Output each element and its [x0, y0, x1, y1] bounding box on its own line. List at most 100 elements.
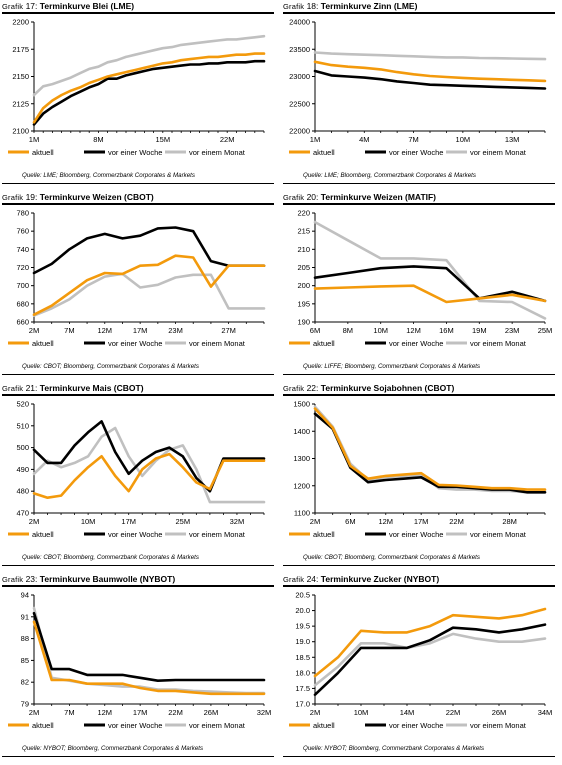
grafik-label: Grafik: [283, 384, 305, 393]
y-tick-label: 510: [16, 421, 29, 430]
x-tick-label: 12M: [97, 708, 112, 717]
x-tick-label: 6M: [310, 326, 320, 335]
grafik-label: Grafik: [2, 384, 24, 393]
series-line: [313, 265, 547, 303]
line-chart: 2100 2125 2150 2175 2200 1M 8M 15M 22M aktuell vor…: [8, 18, 266, 157]
y-tick-label: 660: [16, 318, 29, 327]
line-chart: 79 82 85 88 91 94 2M 7M 12M 17M 22M 26M 32M aktuell vo…: [8, 591, 272, 730]
source-note: Quelle: LIFFE; Bloomberg, Commerzbank Co…: [303, 363, 481, 370]
series-line: [32, 59, 266, 126]
y-tick-label: 2200: [12, 18, 29, 27]
series-line: [313, 220, 547, 320]
x-tick-label: 7M: [64, 708, 74, 717]
source-note: Quelle: LME; Bloomberg, Commerzbank Corp…: [22, 172, 195, 179]
legend-label: vor einem Monat: [470, 530, 527, 539]
series-line: [32, 420, 266, 493]
series-line: [313, 607, 547, 678]
series-line: [313, 412, 547, 494]
series-line: [32, 272, 266, 317]
x-tick-label: 2M: [310, 708, 320, 717]
y-tick-label: 1200: [293, 481, 310, 490]
x-tick-label: 16M: [439, 326, 454, 335]
y-tick-label: 195: [297, 299, 310, 308]
chart-title-text: Terminkurve Weizen (MATIF): [320, 192, 437, 202]
line-chart: 1100 1200 1300 1400 1500 2M 6M 12M 17M 22M 28M aktu…: [289, 400, 547, 539]
x-tick-label: 26M: [492, 708, 507, 717]
x-tick-label: 32M: [257, 708, 272, 717]
line-chart: 190 195 200 205 210 215 220 6M 8M 10M 12M 16M 19M 23M…: [289, 209, 552, 348]
grafik-number: 23:: [25, 574, 38, 584]
y-tick-label: 24000: [289, 18, 310, 27]
y-tick-label: 215: [297, 227, 310, 236]
y-tick-label: 480: [16, 487, 29, 496]
title-rule: [283, 203, 555, 205]
series-line: [32, 34, 266, 97]
legend-label: vor einer Woche: [389, 148, 443, 157]
chart-title-text: Terminkurve Zucker (NYBOT): [320, 574, 440, 584]
chart-title: Grafik 20: Terminkurve Weizen (MATIF): [283, 192, 436, 202]
source-note: Quelle: LME; Bloomberg, Commerzbank Corp…: [303, 172, 476, 179]
y-tick-label: 205: [297, 263, 310, 272]
x-tick-label: 1M: [29, 135, 39, 144]
line-chart: 660 680 700 720 740 760 780 2M 7M 12M 17M 23M 27M akt…: [8, 209, 266, 348]
y-tick-label: 19.5: [295, 622, 310, 631]
x-tick-label: 28M: [502, 517, 517, 526]
legend-label: aktuell: [313, 148, 335, 157]
x-tick-label: 27M: [221, 326, 236, 335]
legend-label: aktuell: [32, 530, 54, 539]
x-tick-label: 10M: [81, 517, 96, 526]
bottom-rule: [2, 565, 274, 566]
grafik-number: 20:: [306, 192, 319, 202]
chart-title: Grafik 19: Terminkurve Weizen (CBOT): [2, 192, 154, 202]
x-tick-label: 17M: [133, 708, 148, 717]
grafik-number: 17:: [25, 1, 38, 11]
source-note: Quelle: CBOT; Bloomberg, Commerzbank Cor…: [22, 554, 199, 561]
y-tick-label: 91: [21, 612, 29, 621]
y-tick-label: 2100: [12, 127, 29, 136]
grafik-number: 22:: [306, 383, 319, 393]
legend-label: aktuell: [32, 721, 54, 730]
series-line: [32, 52, 266, 124]
chart-title: Grafik 24: Terminkurve Zucker (NYBOT): [283, 574, 439, 584]
y-tick-label: 94: [21, 591, 29, 600]
y-tick-label: 22000: [289, 127, 310, 136]
legend-label: vor einem Monat: [189, 148, 246, 157]
y-tick-label: 200: [297, 281, 310, 290]
chart-title-text: Terminkurve Mais (CBOT): [39, 383, 144, 393]
y-tick-label: 2175: [12, 45, 29, 54]
y-tick-label: 700: [16, 281, 29, 290]
chart-title-text: Terminkurve Zinn (LME): [320, 1, 418, 11]
y-tick-label: 79: [21, 700, 29, 709]
chart-title: Grafik 17: Terminkurve Blei (LME): [2, 1, 134, 11]
x-tick-label: 14M: [400, 708, 415, 717]
x-tick-label: 7M: [64, 326, 74, 335]
bottom-rule: [283, 565, 555, 566]
x-tick-label: 23M: [168, 326, 183, 335]
series-line: [32, 254, 266, 316]
source-note: Quelle: NYBOT; Bloomberg, Commerzbank Co…: [303, 745, 485, 752]
legend-label: vor einer Woche: [108, 148, 162, 157]
grafik-number: 18:: [306, 1, 319, 11]
y-tick-label: 2150: [12, 72, 29, 81]
y-tick-label: 470: [16, 509, 29, 518]
legend-label: vor einem Monat: [470, 721, 527, 730]
y-tick-label: 490: [16, 465, 29, 474]
x-tick-label: 2M: [29, 517, 39, 526]
line-chart: 22000 22500 23000 23500 24000 1M 4M 7M 10M 13M akt…: [289, 18, 547, 157]
legend-label: vor einer Woche: [108, 721, 162, 730]
y-tick-label: 23500: [289, 45, 310, 54]
chart-panel: Grafik 17: Terminkurve Blei (LME) 2100 212…: [0, 0, 281, 191]
grafik-label: Grafik: [283, 193, 305, 202]
y-tick-label: 520: [16, 400, 29, 409]
bottom-rule: [2, 374, 274, 375]
y-tick-label: 720: [16, 263, 29, 272]
x-tick-label: 32M: [230, 517, 245, 526]
title-rule: [283, 12, 555, 14]
legend-label: vor einem Monat: [189, 721, 246, 730]
y-tick-label: 220: [297, 209, 310, 218]
y-tick-label: 500: [16, 443, 29, 452]
y-tick-label: 18.5: [295, 653, 310, 662]
title-rule: [2, 203, 274, 205]
source-note: Quelle: CBOT; Bloomberg, Commerzbank Cor…: [303, 554, 480, 561]
grafik-label: Grafik: [2, 2, 24, 11]
